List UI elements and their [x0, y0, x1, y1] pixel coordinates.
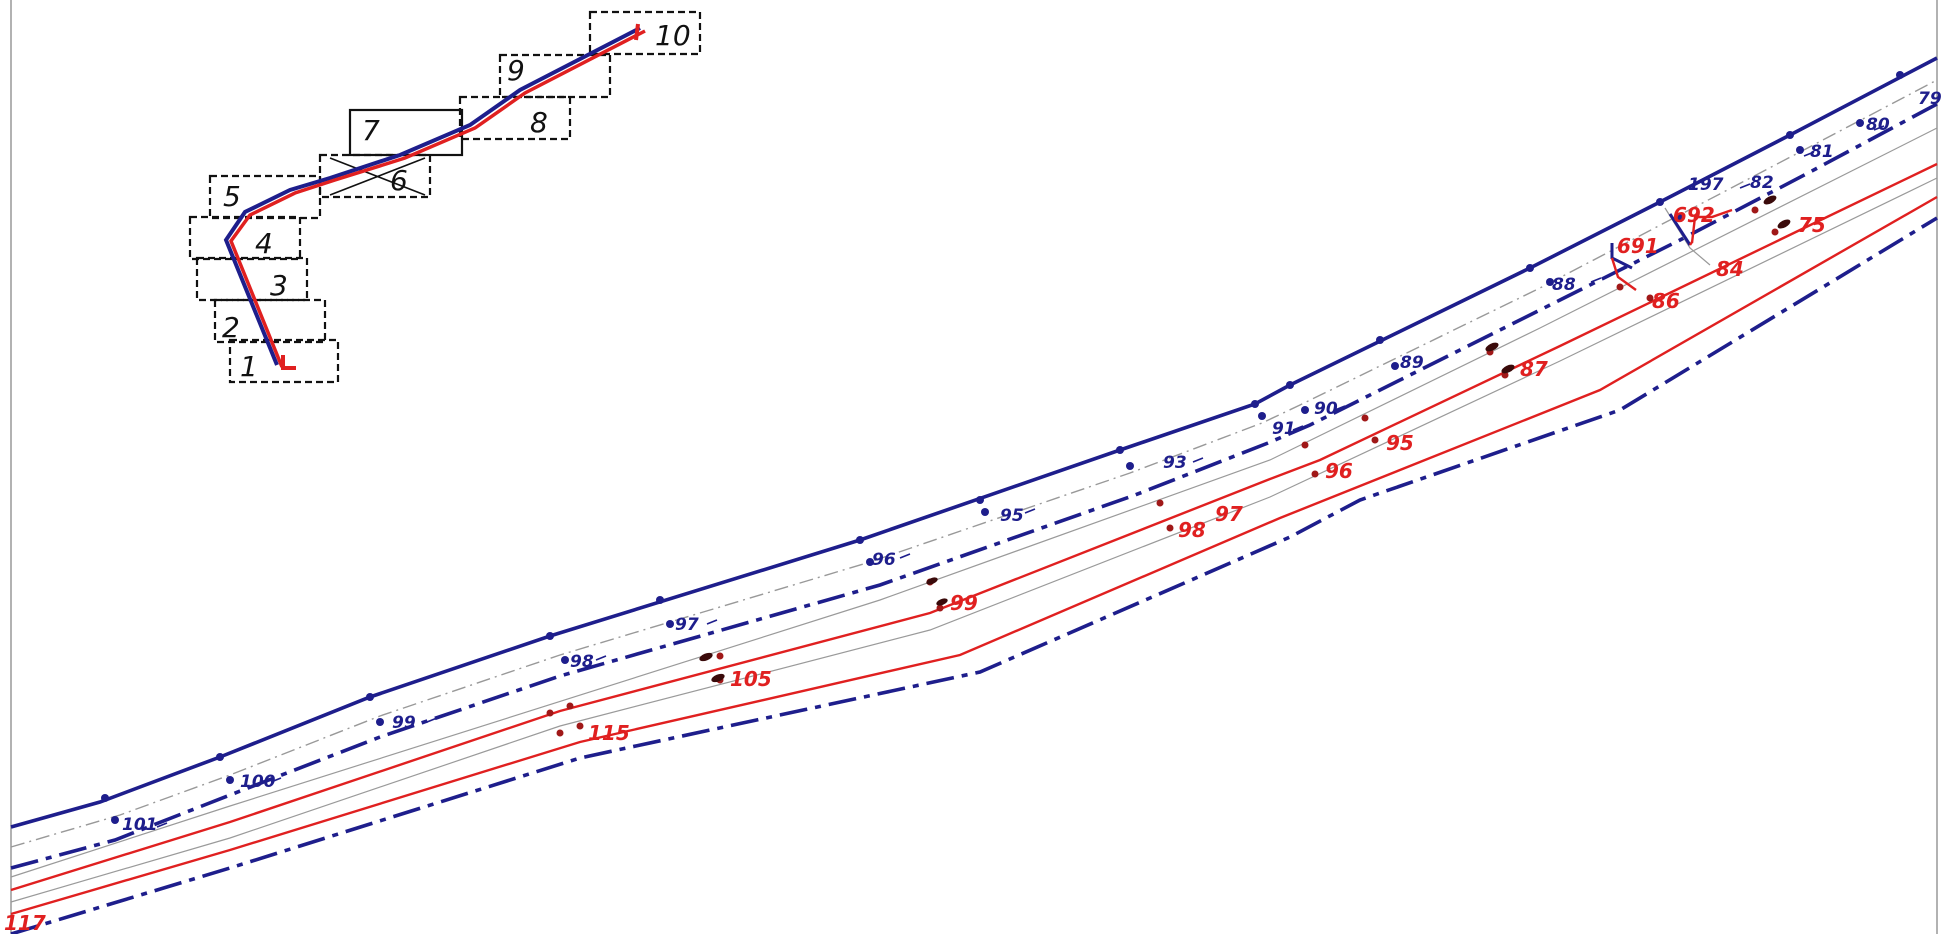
red-line-1 [10, 162, 1938, 892]
blue-point-labels: 101 100 99 98 97 96 95 93 91 90 89 88 19… [122, 89, 1942, 835]
blue-label-81: 81 [1810, 142, 1834, 162]
sheet-frame-9 [498, 53, 612, 99]
blue-label-82: 82 [1750, 173, 1774, 193]
sheet-number-1: 1 [240, 350, 258, 383]
sheet-number-6: 6 [390, 164, 408, 197]
blue-label-99: 99 [392, 713, 416, 733]
sheet-numbers: 1 2 3 4 5 6 7 8 9 10 [222, 19, 691, 383]
red-label-105: 105 [730, 667, 772, 691]
blue-line-dashed-1 [10, 102, 1938, 870]
blue-line-top-solid [10, 56, 1938, 829]
sheet-number-8: 8 [530, 106, 548, 139]
grey-line-thin-2 [10, 177, 1938, 903]
blue-label-80: 80 [1866, 115, 1890, 135]
red-label-86: 86 [1652, 289, 1680, 313]
branch-connections [1610, 207, 1733, 291]
index-route-blue [223, 26, 641, 366]
index-end-mark [634, 23, 640, 41]
sheet-number-7: 7 [362, 114, 380, 147]
sheet-index-map: 1 2 3 4 5 6 7 8 9 10 [188, 10, 702, 384]
red-label-87: 87 [1520, 357, 1548, 381]
label-leader-ticks [156, 125, 1885, 828]
sheet-frame-8 [458, 95, 572, 141]
red-label-96: 96 [1325, 459, 1353, 483]
index-route-red [229, 29, 646, 368]
red-label-691: 691 [1617, 234, 1659, 258]
blue-label-89: 89 [1400, 353, 1424, 373]
blue-label-91: 91 [1272, 419, 1296, 439]
red-label-95: 95 [1386, 431, 1414, 455]
blue-label-101: 101 [122, 815, 158, 835]
sheet-number-2: 2 [222, 311, 240, 344]
sheet-frame-10 [588, 10, 702, 56]
sheet-6-cross [329, 157, 426, 196]
sheet-number-10: 10 [655, 19, 691, 52]
grey-line-thin-1 [10, 127, 1938, 878]
red-label-99: 99 [950, 591, 978, 615]
pipeline-corridor [10, 56, 1938, 934]
red-label-97: 97 [1215, 502, 1243, 526]
red-label-84: 84 [1716, 257, 1744, 281]
red-label-98: 98 [1178, 518, 1206, 542]
index-start-mark [281, 355, 296, 370]
red-label-75: 75 [1798, 213, 1826, 237]
fitting-markers [699, 195, 1791, 683]
red-line-2 [10, 195, 1938, 916]
blue-vertex-markers [101, 71, 1904, 824]
sheet-frame-1 [228, 338, 340, 384]
blue-label-93: 93 [1163, 453, 1187, 473]
sheet-number-3: 3 [270, 269, 288, 302]
blue-label-96: 96 [872, 550, 896, 570]
red-label-692: 692 [1673, 203, 1715, 227]
blue-label-98: 98 [570, 652, 594, 672]
blue-label-90: 90 [1314, 399, 1338, 419]
red-label-117: 117 [4, 911, 46, 934]
blue-label-79: 79 [1918, 89, 1942, 109]
blue-label-88: 88 [1552, 275, 1576, 295]
red-point-labels: 117 115 105 99 98 97 96 95 87 86 691 692… [4, 203, 1826, 934]
blue-line-dashed-2 [10, 216, 1938, 934]
blue-label-197: 197 [1688, 175, 1724, 195]
blue-label-100: 100 [240, 772, 276, 792]
sheet-number-4: 4 [255, 227, 273, 260]
sheet-number-5: 5 [223, 180, 241, 213]
blue-label-95: 95 [1000, 506, 1024, 526]
sheet-frame-5 [208, 174, 322, 220]
sheet-number-9: 9 [507, 54, 525, 87]
red-label-115: 115 [588, 721, 630, 745]
centerline-dashdot [10, 79, 1938, 848]
blue-label-97: 97 [675, 615, 699, 635]
